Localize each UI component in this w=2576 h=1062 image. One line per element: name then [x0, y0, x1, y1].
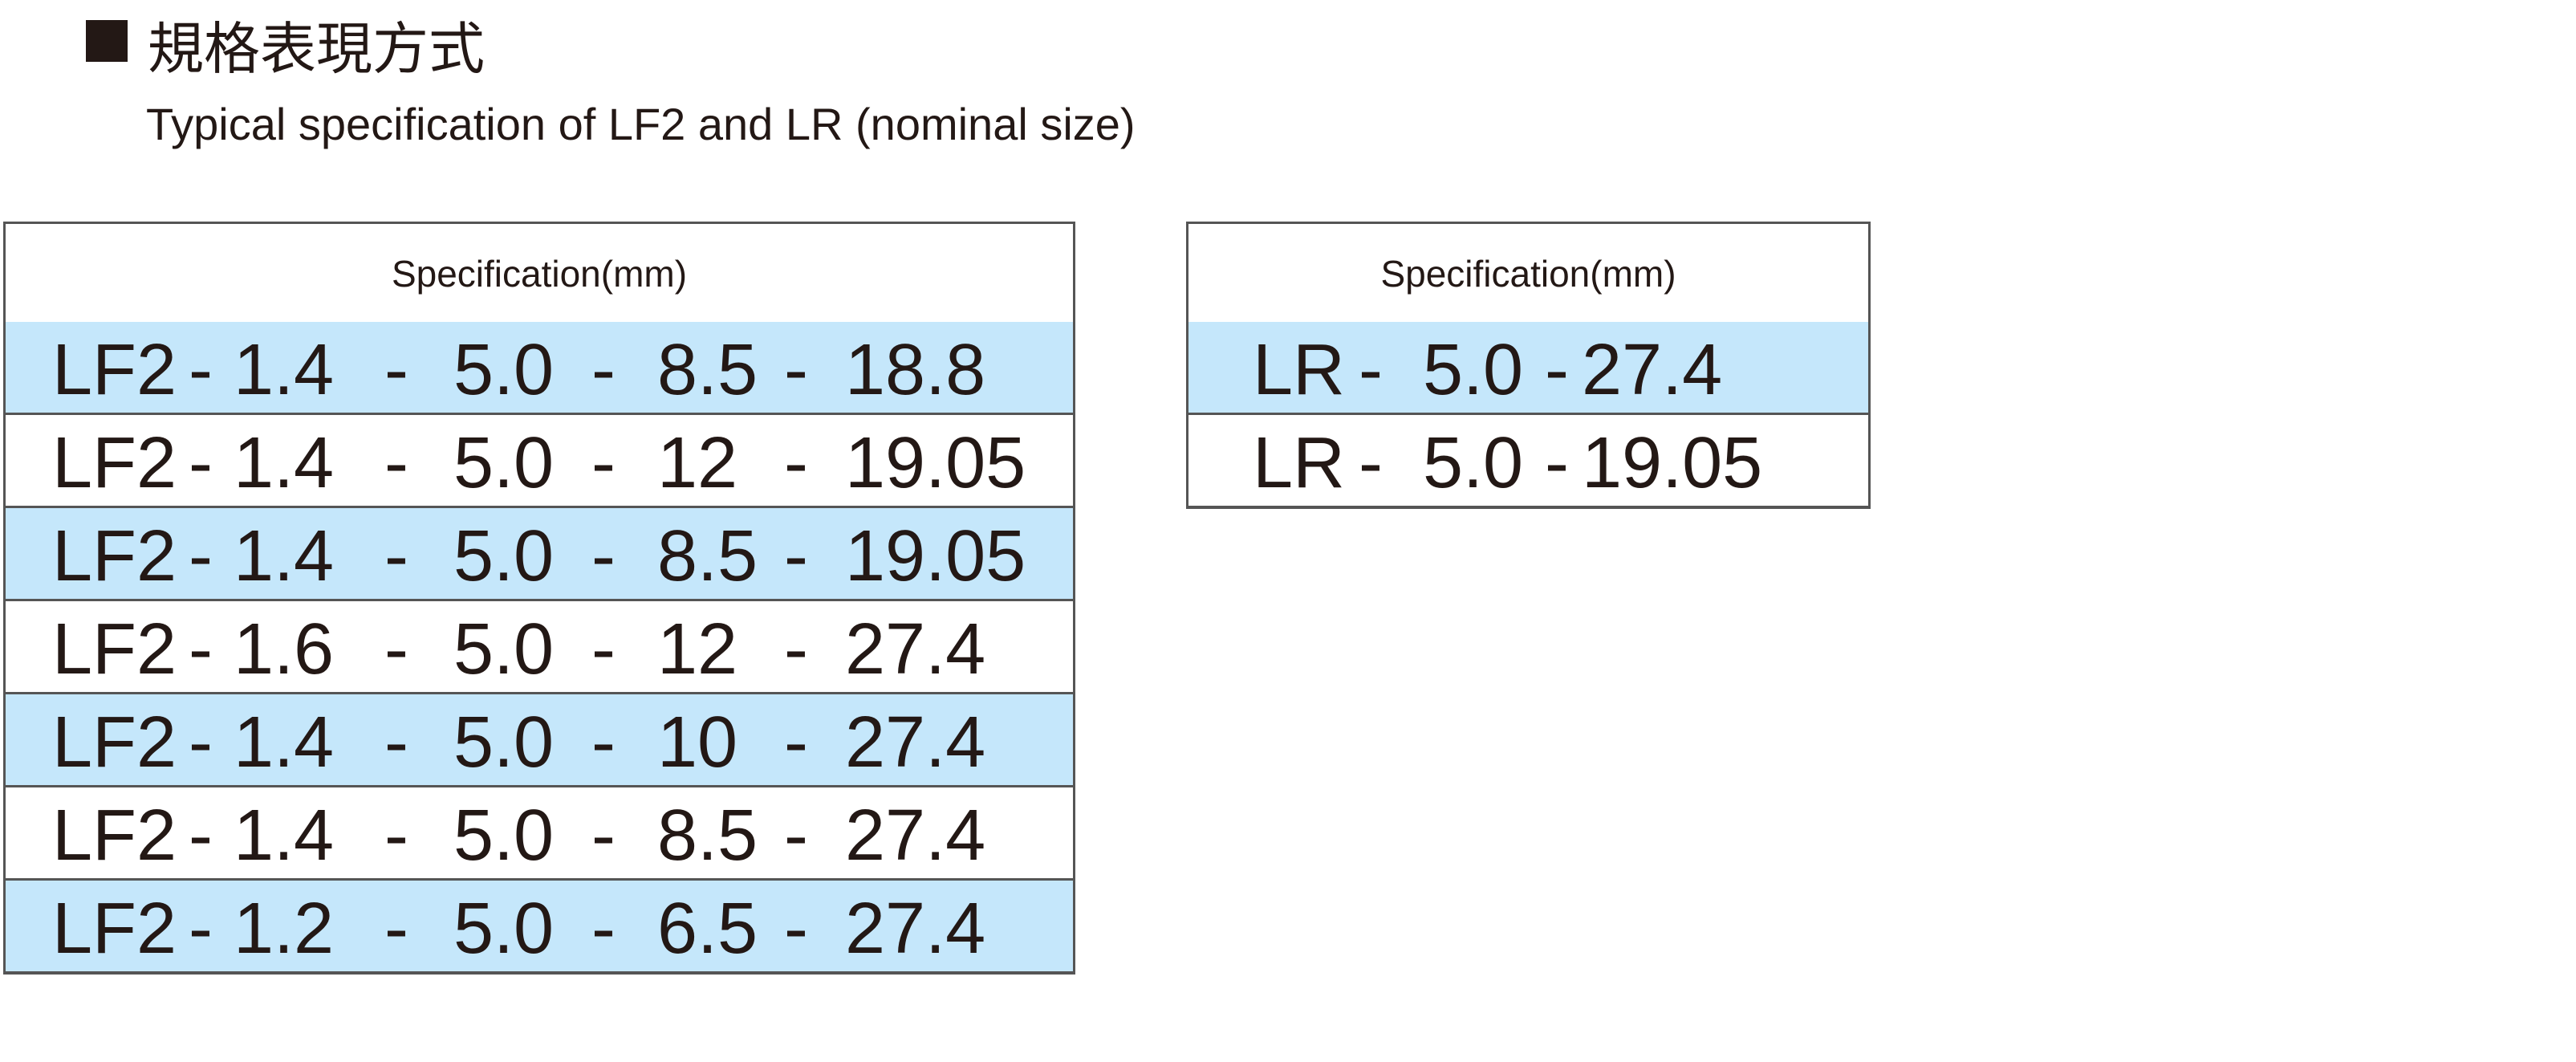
spec-token: - [384, 702, 408, 783]
spec-token: 1.4 [234, 516, 335, 596]
spec-token: - [1359, 330, 1383, 410]
spec-token: - [384, 795, 408, 876]
table-row: LF2-1.4-5.0-8.5-27.4 [6, 787, 1073, 881]
spec-token: 1.4 [234, 423, 335, 503]
spec-token: 27.4 [1582, 330, 1723, 410]
spec-token: - [189, 516, 213, 596]
table-row: LF2-1.4-5.0-10-27.4 [6, 694, 1073, 787]
spec-token: - [189, 889, 213, 969]
spec-table: Specification(mm) LR -5.0-27.4 LR -5.0-19.05 [1186, 222, 1871, 509]
spec-token: LR [1253, 330, 1346, 410]
spec-token: - [189, 795, 213, 876]
spec-token: - [784, 702, 808, 783]
spec-table: Specification(mm) LF2-1.4-5.0-8.5-18.8 LF2… [3, 222, 1075, 975]
spec-token: 5.0 [453, 702, 555, 783]
spec-token: - [784, 423, 808, 503]
spec-token: LF2 [52, 889, 177, 969]
table-header: Specification(mm) [6, 224, 1073, 324]
table-row: LF2-1.6-5.0-12-27.4 [6, 601, 1073, 694]
spec-token: 19.05 [1582, 423, 1763, 503]
spec-token: 5.0 [453, 423, 555, 503]
spec-token: - [591, 795, 616, 876]
spec-token: 5.0 [453, 609, 555, 690]
spec-token: LR [1253, 423, 1346, 503]
spec-token: 18.8 [845, 330, 986, 410]
spec-token: - [384, 609, 408, 690]
spec-token: 19.05 [845, 516, 1026, 596]
spec-token: 6.5 [657, 889, 758, 969]
spec-token: - [384, 516, 408, 596]
spec-token: 10 [657, 702, 738, 783]
table-row: LF2-1.4-5.0-12-19.05 [6, 415, 1073, 508]
spec-token: - [189, 702, 213, 783]
spec-token: 5.0 [453, 330, 555, 410]
spec-token: - [784, 609, 808, 690]
spec-token: 5.0 [453, 889, 555, 969]
spec-token: - [384, 423, 408, 503]
table-row: LR -5.0-27.4 [1188, 322, 1868, 415]
spec-token: 5.0 [1423, 330, 1524, 410]
spec-token: 5.0 [1423, 423, 1524, 503]
spec-token: 5.0 [453, 795, 555, 876]
spec-token: - [1545, 330, 1569, 410]
spec-token: - [1359, 423, 1383, 503]
spec-token: 5.0 [453, 516, 555, 596]
table-header: Specification(mm) [1188, 224, 1868, 324]
spec-token: - [591, 702, 616, 783]
spec-token: - [591, 516, 616, 596]
spec-token: 27.4 [845, 795, 986, 876]
spec-token: LF2 [52, 330, 177, 410]
spec-token: - [591, 889, 616, 969]
spec-token: 12 [657, 423, 738, 503]
spec-token: 8.5 [657, 516, 758, 596]
spec-token: 19.05 [845, 423, 1026, 503]
spec-token: 1.4 [234, 795, 335, 876]
spec-token: LF2 [52, 795, 177, 876]
spec-token: - [189, 423, 213, 503]
title: 規格表現方式 [148, 16, 485, 82]
spec-token: LF2 [52, 516, 177, 596]
spec-token: 27.4 [845, 702, 986, 783]
spec-token: - [591, 330, 616, 410]
spec-token: 1.4 [234, 702, 335, 783]
spec-token: 27.4 [845, 609, 986, 690]
spec-token: - [1545, 423, 1569, 503]
table-row: LF2-1.2-5.0-6.5-27.4 [6, 881, 1073, 974]
spec-token: 1.4 [234, 330, 335, 410]
spec-token: - [189, 609, 213, 690]
spec-token: - [384, 330, 408, 410]
spec-token: 12 [657, 609, 738, 690]
spec-token: LF2 [52, 609, 177, 690]
spec-token: 1.6 [234, 609, 335, 690]
spec-token: - [784, 889, 808, 969]
spec-token: - [189, 330, 213, 410]
bullet-square [86, 20, 128, 62]
spec-token: LF2 [52, 702, 177, 783]
table-row: LF2-1.4-5.0-8.5-19.05 [6, 508, 1073, 601]
spec-token: 8.5 [657, 330, 758, 410]
spec-token: 8.5 [657, 795, 758, 876]
table-row: LF2-1.4-5.0-8.5-18.8 [6, 322, 1073, 415]
subtitle: Typical specification of LF2 and LR (nom… [146, 99, 1136, 149]
spec-token: - [591, 423, 616, 503]
spec-token: - [784, 795, 808, 876]
spec-token: 1.2 [234, 889, 335, 969]
spec-token: 27.4 [845, 889, 986, 969]
spec-token: - [784, 516, 808, 596]
spec-token: LF2 [52, 423, 177, 503]
spec-token: - [591, 609, 616, 690]
table-row: LR -5.0-19.05 [1188, 415, 1868, 508]
spec-token: - [784, 330, 808, 410]
spec-token: - [384, 889, 408, 969]
